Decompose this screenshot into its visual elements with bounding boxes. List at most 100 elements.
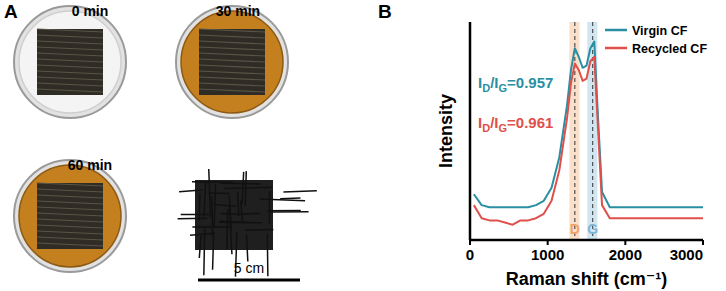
x-tick-label: 1000 [531, 246, 564, 263]
weave [199, 29, 265, 32]
weave [199, 77, 265, 80]
photo-label: 0 min [72, 3, 109, 19]
text-run: 7 [545, 74, 553, 91]
y-axis-label: Intensity [436, 94, 456, 168]
weave [37, 89, 103, 92]
band-label: G [587, 221, 598, 237]
fiber [198, 193, 200, 220]
cf-fabric [199, 29, 265, 95]
fiber [192, 226, 229, 228]
fiber [213, 236, 214, 270]
fiber [280, 197, 300, 199]
text-run: 6 [537, 114, 545, 131]
photo-label: 60 min [68, 157, 112, 173]
weave [199, 47, 265, 50]
text-run: 0 [516, 74, 524, 91]
text-run: 9 [528, 74, 536, 91]
fiber [247, 235, 248, 262]
fiber [267, 234, 269, 276]
fiber [214, 205, 236, 207]
fiber [283, 191, 316, 192]
weave [37, 71, 103, 74]
weave [199, 65, 265, 68]
weave [37, 225, 103, 228]
fiber [204, 183, 206, 217]
fiber [238, 191, 239, 216]
x-axis [470, 239, 703, 242]
figure: A0 min30 min60 min5 cmB0100020003000Rama… [0, 0, 726, 291]
annotation: ID/IG=0.961 [478, 114, 553, 134]
weave [37, 53, 103, 56]
fiber [203, 228, 205, 275]
panel-label: A [4, 1, 18, 22]
weave [37, 219, 103, 222]
weave [37, 35, 103, 38]
weave [37, 59, 103, 62]
text-run: G [498, 122, 507, 134]
dish-photo [176, 6, 288, 118]
text-run: 9 [528, 114, 536, 131]
x-tick-label: 0 [466, 246, 474, 263]
weave [199, 83, 265, 86]
fiber [192, 181, 233, 183]
text-run: = [507, 114, 516, 131]
weave [37, 29, 103, 32]
spectrum-line [474, 57, 703, 225]
cf-fabric [37, 29, 103, 95]
weave [37, 207, 103, 210]
scale-bar-label: 5 cm [234, 260, 264, 276]
text-run: 1 [545, 114, 553, 131]
fiber [269, 191, 271, 224]
weave [199, 71, 265, 74]
legend-label: Virgin CF [632, 24, 688, 38]
fiber [219, 221, 262, 223]
text-run: G [498, 82, 507, 94]
legend-swatch [605, 29, 627, 32]
text-run: 5 [537, 74, 545, 91]
y-axis [469, 22, 472, 240]
x-axis-label: Raman shift (cm⁻¹) [506, 269, 668, 289]
x-tick [702, 240, 704, 245]
weave [37, 65, 103, 68]
fiber [190, 233, 215, 235]
legend-label: Recycled CF [632, 42, 707, 56]
cf-fabric [37, 183, 103, 249]
fiber [208, 192, 229, 194]
text-run: D [482, 82, 490, 94]
fiber [229, 195, 231, 231]
dish-rim [14, 6, 126, 118]
dish-liquid [19, 11, 121, 113]
x-tick-label: 3000 [670, 246, 703, 263]
text-run: D [482, 122, 490, 134]
weave [199, 89, 265, 92]
dish-photo [14, 6, 126, 118]
fiber [242, 172, 244, 204]
scale-bar [198, 279, 300, 282]
weave [37, 41, 103, 44]
x-tick-label: 2000 [609, 246, 642, 263]
dish-rim [176, 6, 288, 118]
fiber [179, 190, 201, 192]
text-run: 0 [516, 114, 524, 131]
weave [37, 195, 103, 198]
weave [37, 201, 103, 204]
weave [37, 47, 103, 50]
fiber [271, 211, 309, 213]
legend-swatch [605, 47, 627, 50]
weave [37, 231, 103, 234]
fiber [245, 229, 273, 231]
band-label: D [570, 221, 580, 237]
fiber [178, 217, 208, 219]
weave [199, 59, 265, 62]
fiber [214, 184, 215, 226]
annotation: ID/IG=0.957 [478, 74, 553, 94]
fiber [259, 199, 305, 201]
fiber [199, 235, 201, 257]
fiber [226, 209, 228, 249]
dish-rim [14, 160, 126, 272]
weave [37, 243, 103, 246]
panel-label: B [378, 1, 392, 22]
weave [199, 53, 265, 56]
fiber [224, 187, 273, 188]
weave [37, 213, 103, 216]
